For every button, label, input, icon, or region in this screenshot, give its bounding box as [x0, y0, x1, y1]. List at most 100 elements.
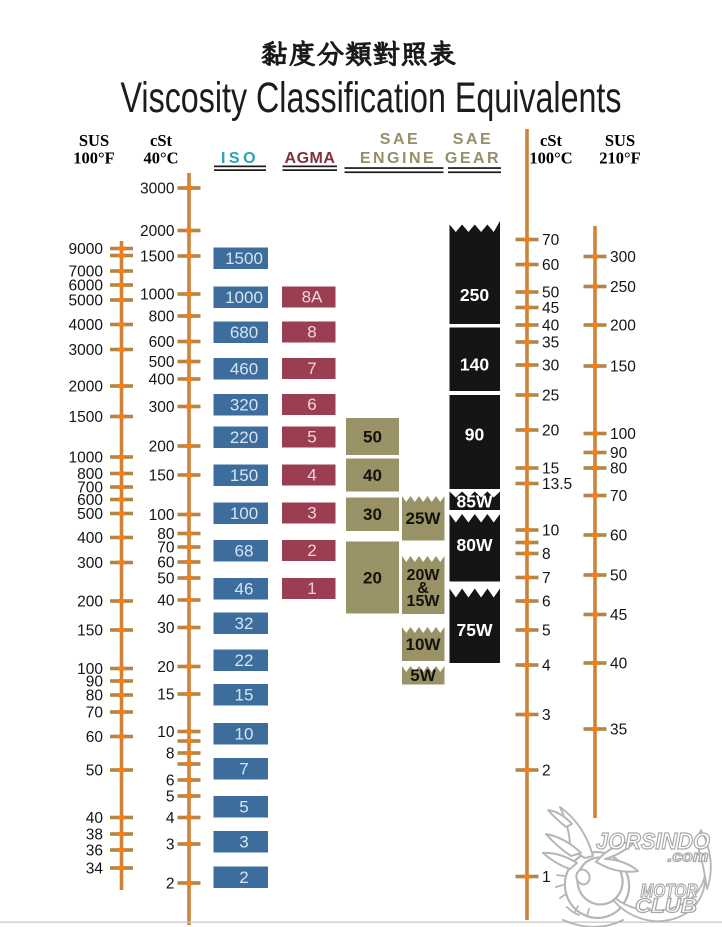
svg-text:6000: 6000 — [69, 278, 104, 295]
svg-text:1000: 1000 — [140, 287, 175, 304]
svg-text:2: 2 — [307, 541, 316, 560]
svg-text:1000: 1000 — [69, 450, 104, 467]
svg-text:1000: 1000 — [225, 288, 263, 307]
svg-text:50: 50 — [610, 568, 628, 585]
svg-text:60: 60 — [157, 555, 175, 572]
svg-text:100: 100 — [149, 507, 175, 524]
svg-text:600: 600 — [149, 334, 175, 351]
svg-text:150: 150 — [77, 623, 103, 640]
svg-text:5: 5 — [239, 797, 248, 816]
svg-text:25: 25 — [542, 388, 559, 405]
svg-text:46: 46 — [235, 579, 254, 598]
svg-text:50: 50 — [363, 428, 382, 447]
svg-text:3000: 3000 — [69, 342, 104, 359]
svg-text:4000: 4000 — [69, 317, 104, 334]
svg-text:45: 45 — [610, 607, 627, 624]
svg-text:7: 7 — [542, 570, 551, 587]
svg-text:cSt: cSt — [540, 131, 563, 150]
svg-text:150: 150 — [610, 359, 636, 376]
svg-text:100: 100 — [610, 426, 636, 443]
svg-text:10: 10 — [235, 724, 254, 743]
svg-text:250: 250 — [610, 279, 636, 296]
svg-text:35: 35 — [610, 722, 627, 739]
svg-text:6: 6 — [307, 395, 316, 414]
svg-text:680: 680 — [230, 323, 258, 342]
svg-text:2000: 2000 — [140, 223, 175, 240]
svg-text:SUS: SUS — [605, 131, 635, 150]
svg-text:300: 300 — [149, 399, 175, 416]
svg-text:15: 15 — [235, 685, 254, 704]
svg-text:200: 200 — [610, 318, 636, 335]
svg-text:75W: 75W — [457, 620, 493, 640]
svg-text:.com: .com — [668, 849, 709, 866]
svg-text:ISO: ISO — [221, 150, 259, 167]
svg-text:80: 80 — [86, 688, 104, 705]
svg-text:80: 80 — [157, 526, 175, 543]
svg-text:JORSINDO: JORSINDO — [596, 828, 710, 854]
svg-text:3: 3 — [307, 504, 316, 523]
svg-text:70: 70 — [157, 540, 175, 557]
svg-text:30: 30 — [363, 505, 382, 524]
svg-text:2000: 2000 — [69, 379, 104, 396]
svg-text:90: 90 — [610, 445, 628, 462]
svg-text:800: 800 — [77, 466, 103, 483]
svg-text:35: 35 — [542, 335, 559, 352]
svg-text:90: 90 — [465, 425, 485, 445]
svg-text:1500: 1500 — [69, 409, 104, 426]
svg-text:4: 4 — [542, 658, 551, 675]
svg-text:68: 68 — [235, 541, 254, 560]
svg-text:70: 70 — [610, 488, 628, 505]
svg-text:60: 60 — [86, 729, 104, 746]
svg-text:1: 1 — [307, 579, 316, 598]
svg-text:200: 200 — [77, 594, 103, 611]
svg-text:7000: 7000 — [69, 264, 104, 281]
svg-text:1: 1 — [542, 869, 551, 886]
svg-text:150: 150 — [230, 466, 258, 485]
svg-text:8: 8 — [307, 323, 316, 342]
svg-text:400: 400 — [149, 372, 175, 389]
svg-text:200: 200 — [149, 439, 175, 456]
svg-text:2: 2 — [239, 868, 248, 887]
svg-text:320: 320 — [230, 395, 258, 414]
svg-text:Viscosity Classification Equiv: Viscosity Classification Equivalents — [121, 74, 622, 122]
svg-text:6: 6 — [166, 773, 175, 790]
svg-text:40: 40 — [157, 593, 175, 610]
svg-text:800: 800 — [149, 309, 175, 326]
svg-text:5: 5 — [542, 623, 551, 640]
svg-text:6: 6 — [542, 594, 551, 611]
svg-text:8: 8 — [542, 546, 551, 563]
svg-text:1500: 1500 — [225, 249, 263, 268]
svg-text:22: 22 — [235, 651, 254, 670]
svg-text:3: 3 — [239, 832, 248, 851]
svg-text:32: 32 — [235, 614, 254, 633]
svg-text:80: 80 — [610, 461, 628, 478]
svg-text:5000: 5000 — [69, 293, 104, 310]
svg-text:20: 20 — [363, 569, 382, 588]
svg-text:MOTOR: MOTOR — [641, 881, 698, 901]
svg-text:2: 2 — [542, 763, 551, 780]
svg-text:70: 70 — [86, 705, 104, 722]
svg-text:8A: 8A — [302, 288, 323, 307]
svg-text:25W: 25W — [406, 509, 442, 528]
svg-text:140: 140 — [460, 355, 489, 375]
svg-text:50: 50 — [542, 285, 560, 302]
svg-text:460: 460 — [230, 359, 258, 378]
svg-text:9000: 9000 — [69, 241, 104, 258]
svg-text:40: 40 — [542, 318, 560, 335]
svg-text:60: 60 — [542, 257, 560, 274]
svg-text:15W: 15W — [407, 593, 441, 610]
svg-text:5: 5 — [307, 428, 316, 447]
svg-text:100: 100 — [77, 661, 103, 678]
svg-text:7: 7 — [307, 359, 316, 378]
svg-text:40: 40 — [86, 810, 104, 827]
svg-text:5W: 5W — [410, 666, 436, 685]
svg-text:13.5: 13.5 — [542, 476, 572, 493]
svg-text:36: 36 — [86, 843, 103, 860]
svg-text:20: 20 — [157, 659, 175, 676]
svg-text:100°F: 100°F — [73, 149, 114, 168]
svg-text:70: 70 — [542, 232, 560, 249]
svg-text:150: 150 — [149, 468, 175, 485]
svg-text:10: 10 — [157, 724, 175, 741]
svg-text:300: 300 — [610, 249, 636, 266]
svg-text:50: 50 — [86, 763, 104, 780]
